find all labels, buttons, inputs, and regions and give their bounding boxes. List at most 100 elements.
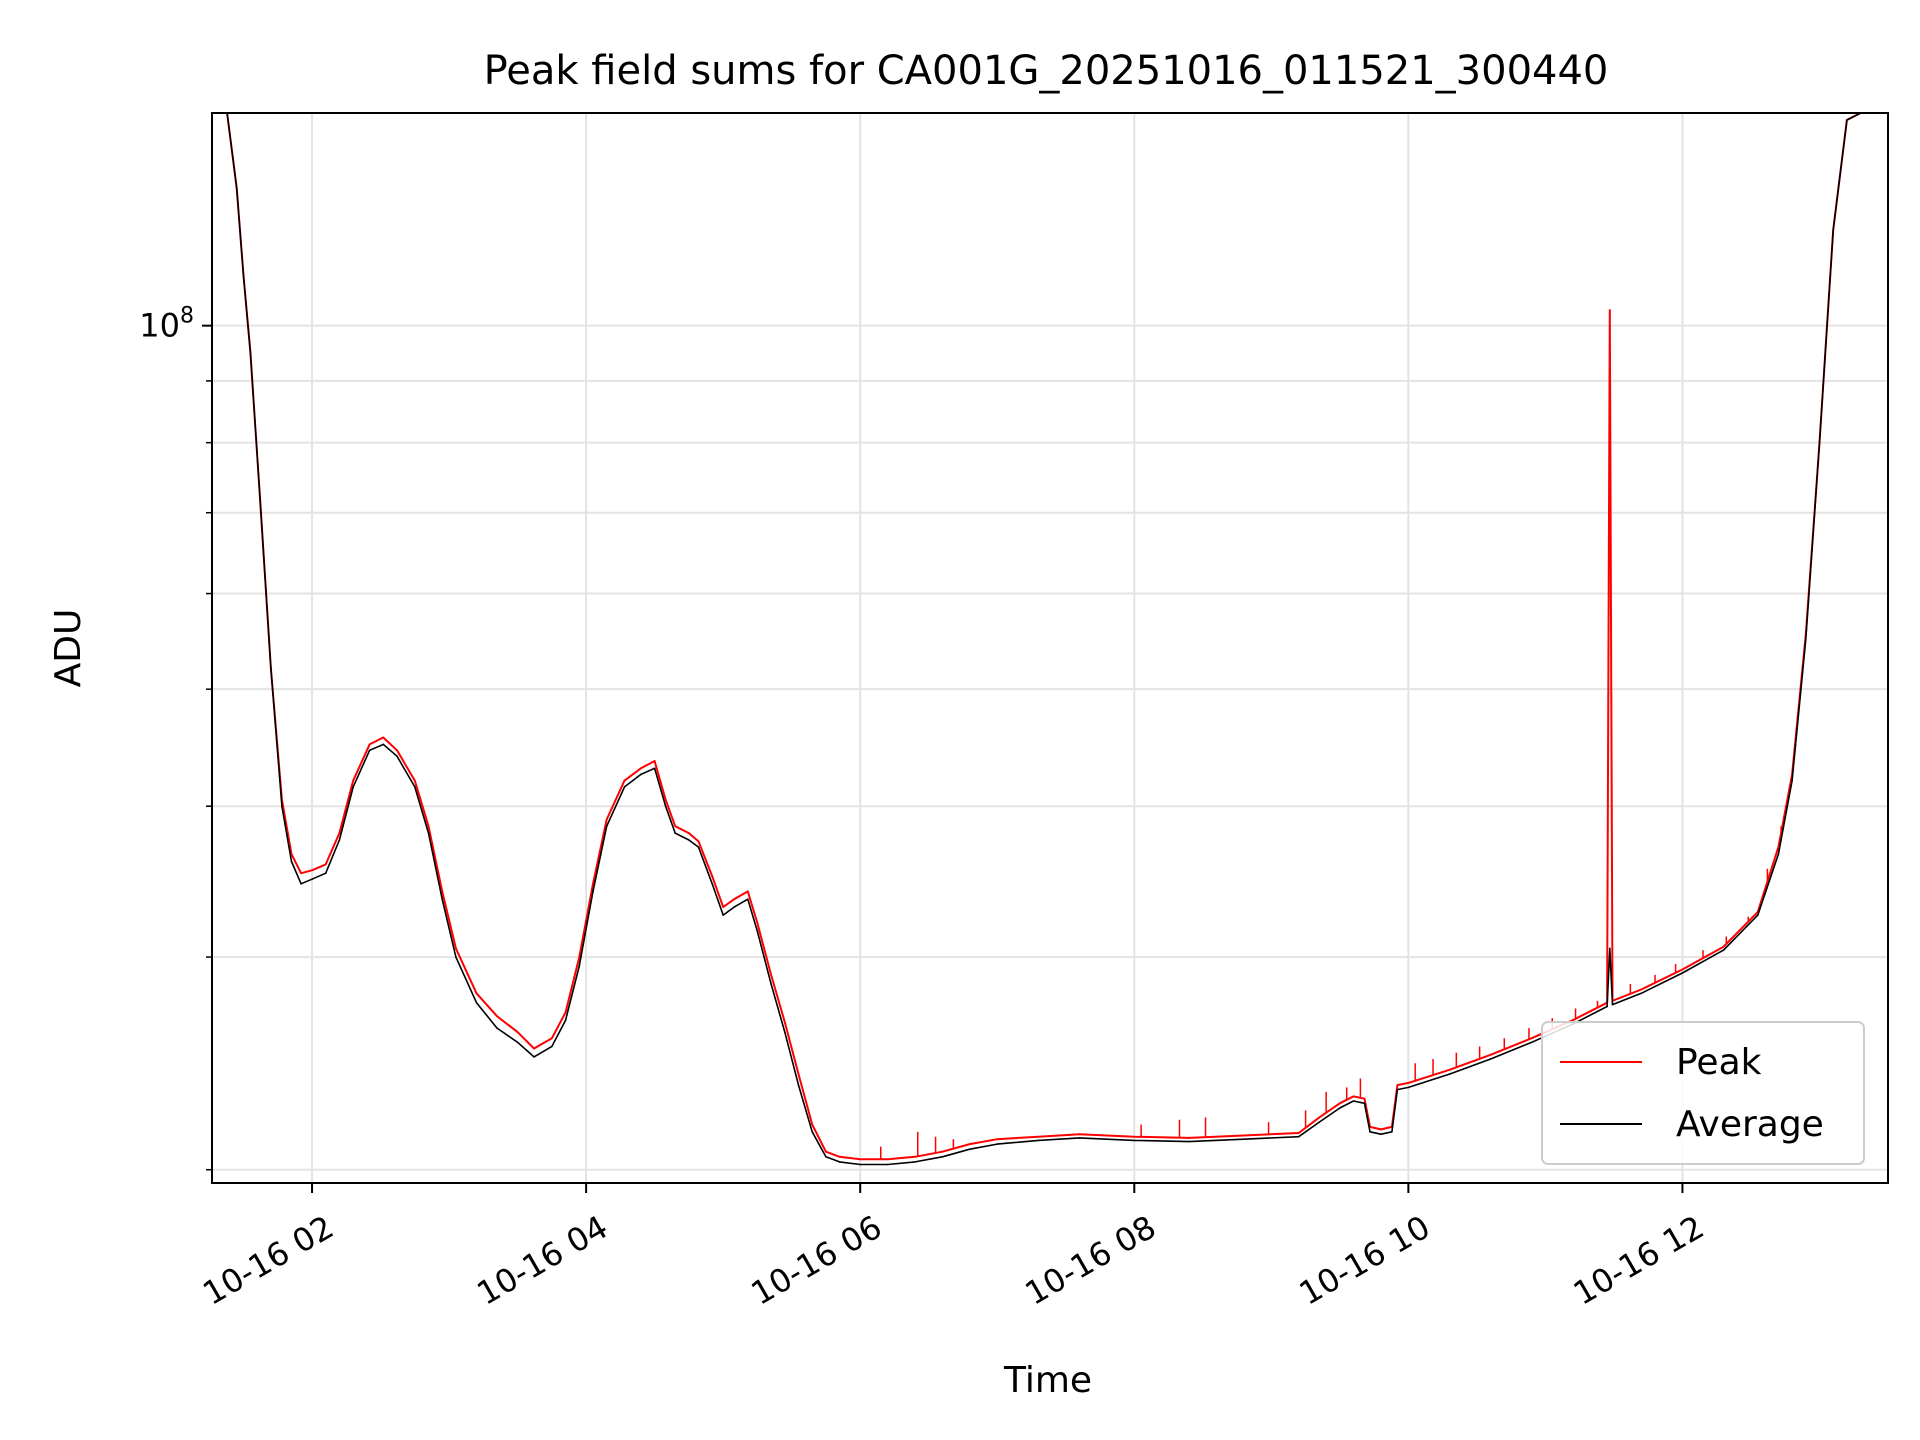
peak-point <box>592 883 594 885</box>
average-point <box>1489 1058 1492 1060</box>
average-point <box>914 1161 916 1163</box>
average-series-line <box>212 113 1888 1166</box>
average-point <box>1640 992 1643 995</box>
peak-point <box>496 1015 498 1017</box>
peak-point <box>1037 1135 1040 1138</box>
average-point <box>733 906 735 908</box>
average-point <box>1777 853 1780 855</box>
peak-point <box>1777 846 1780 848</box>
average-point <box>1407 1086 1410 1089</box>
peak-point <box>914 1156 916 1158</box>
legend-peak-label: Peak <box>1676 1042 1762 1083</box>
peak-point <box>697 840 700 843</box>
peak-point <box>859 1158 861 1161</box>
average-point <box>249 351 252 354</box>
average-point <box>722 914 724 916</box>
average-point <box>516 1041 519 1044</box>
average-point <box>533 1056 535 1058</box>
average-point <box>941 1156 944 1158</box>
average-point <box>1078 1137 1081 1139</box>
average-point <box>605 825 608 827</box>
peak-point <box>623 779 626 782</box>
average-point <box>235 187 238 189</box>
peak-point <box>1489 1054 1492 1056</box>
average-point <box>1757 914 1759 916</box>
peak-point <box>1243 1134 1245 1137</box>
legend: Peak Average <box>1541 1021 1865 1165</box>
chart-title: Peak field sums for CA001G_20251016_0115… <box>484 48 1609 94</box>
peak-point <box>838 1156 841 1158</box>
average-point <box>784 1031 786 1033</box>
peak-point <box>969 1143 971 1145</box>
peak-point <box>441 890 444 893</box>
average-point <box>475 1001 478 1004</box>
average-point <box>455 956 457 958</box>
average-point <box>1846 119 1848 121</box>
average-point <box>1391 1131 1393 1133</box>
average-point <box>1606 1005 1608 1008</box>
average-point <box>1681 972 1684 974</box>
peak-point <box>352 779 355 782</box>
average-point <box>1380 1133 1382 1135</box>
peak-point <box>1363 1097 1366 1100</box>
series-group <box>212 113 1888 1166</box>
average-point <box>623 786 626 788</box>
average-point <box>1448 1073 1451 1075</box>
peak-point <box>722 906 724 908</box>
y-axis-label: ADU <box>48 609 89 688</box>
peak-point <box>324 863 327 866</box>
average-point <box>859 1163 861 1166</box>
average-point <box>1188 1140 1190 1143</box>
average-point <box>270 667 272 670</box>
legend-box <box>1541 1021 1865 1165</box>
average-point <box>551 1045 553 1048</box>
average-point <box>747 898 749 900</box>
average-point <box>1832 229 1834 231</box>
peak-point <box>1380 1128 1382 1131</box>
average-point <box>382 743 385 746</box>
peak-point <box>382 736 385 739</box>
peak-point <box>1352 1095 1355 1098</box>
peak-series-line <box>212 113 1888 1161</box>
average-point <box>300 883 302 885</box>
average-point <box>396 755 398 757</box>
average-point <box>441 898 444 900</box>
series-layer <box>212 113 1888 1166</box>
average-point <box>1722 949 1725 951</box>
average-point <box>242 274 245 277</box>
average-point <box>368 749 371 752</box>
peak-point <box>455 947 457 950</box>
peak-point <box>941 1150 944 1153</box>
average-point <box>886 1163 889 1166</box>
average-point <box>756 930 759 933</box>
peak-point <box>1318 1116 1321 1119</box>
average-point <box>711 883 713 885</box>
average-point <box>653 767 656 770</box>
peak-point <box>1448 1069 1451 1071</box>
peak-point <box>1133 1135 1136 1138</box>
peak-point <box>1339 1102 1341 1105</box>
average-point <box>697 846 700 848</box>
peak-point <box>747 890 749 893</box>
peak-point <box>338 832 341 834</box>
peak-point <box>427 825 430 827</box>
peak-point <box>733 898 735 900</box>
average-point <box>578 965 581 967</box>
peak-point <box>825 1150 827 1153</box>
average-point <box>811 1131 813 1133</box>
average-point <box>797 1084 800 1086</box>
legend-average-label: Average <box>1676 1104 1824 1145</box>
average-point <box>311 878 313 880</box>
peak-point <box>811 1123 813 1126</box>
peak-point <box>886 1158 889 1161</box>
average-point <box>1363 1102 1366 1105</box>
peak-point <box>674 825 676 827</box>
average-point <box>1297 1135 1300 1138</box>
peak-point <box>1640 988 1643 991</box>
peak-point <box>756 922 759 924</box>
average-point <box>770 983 772 985</box>
average-point <box>969 1148 971 1150</box>
peak-point <box>414 779 416 782</box>
peak-point <box>1609 309 1611 311</box>
